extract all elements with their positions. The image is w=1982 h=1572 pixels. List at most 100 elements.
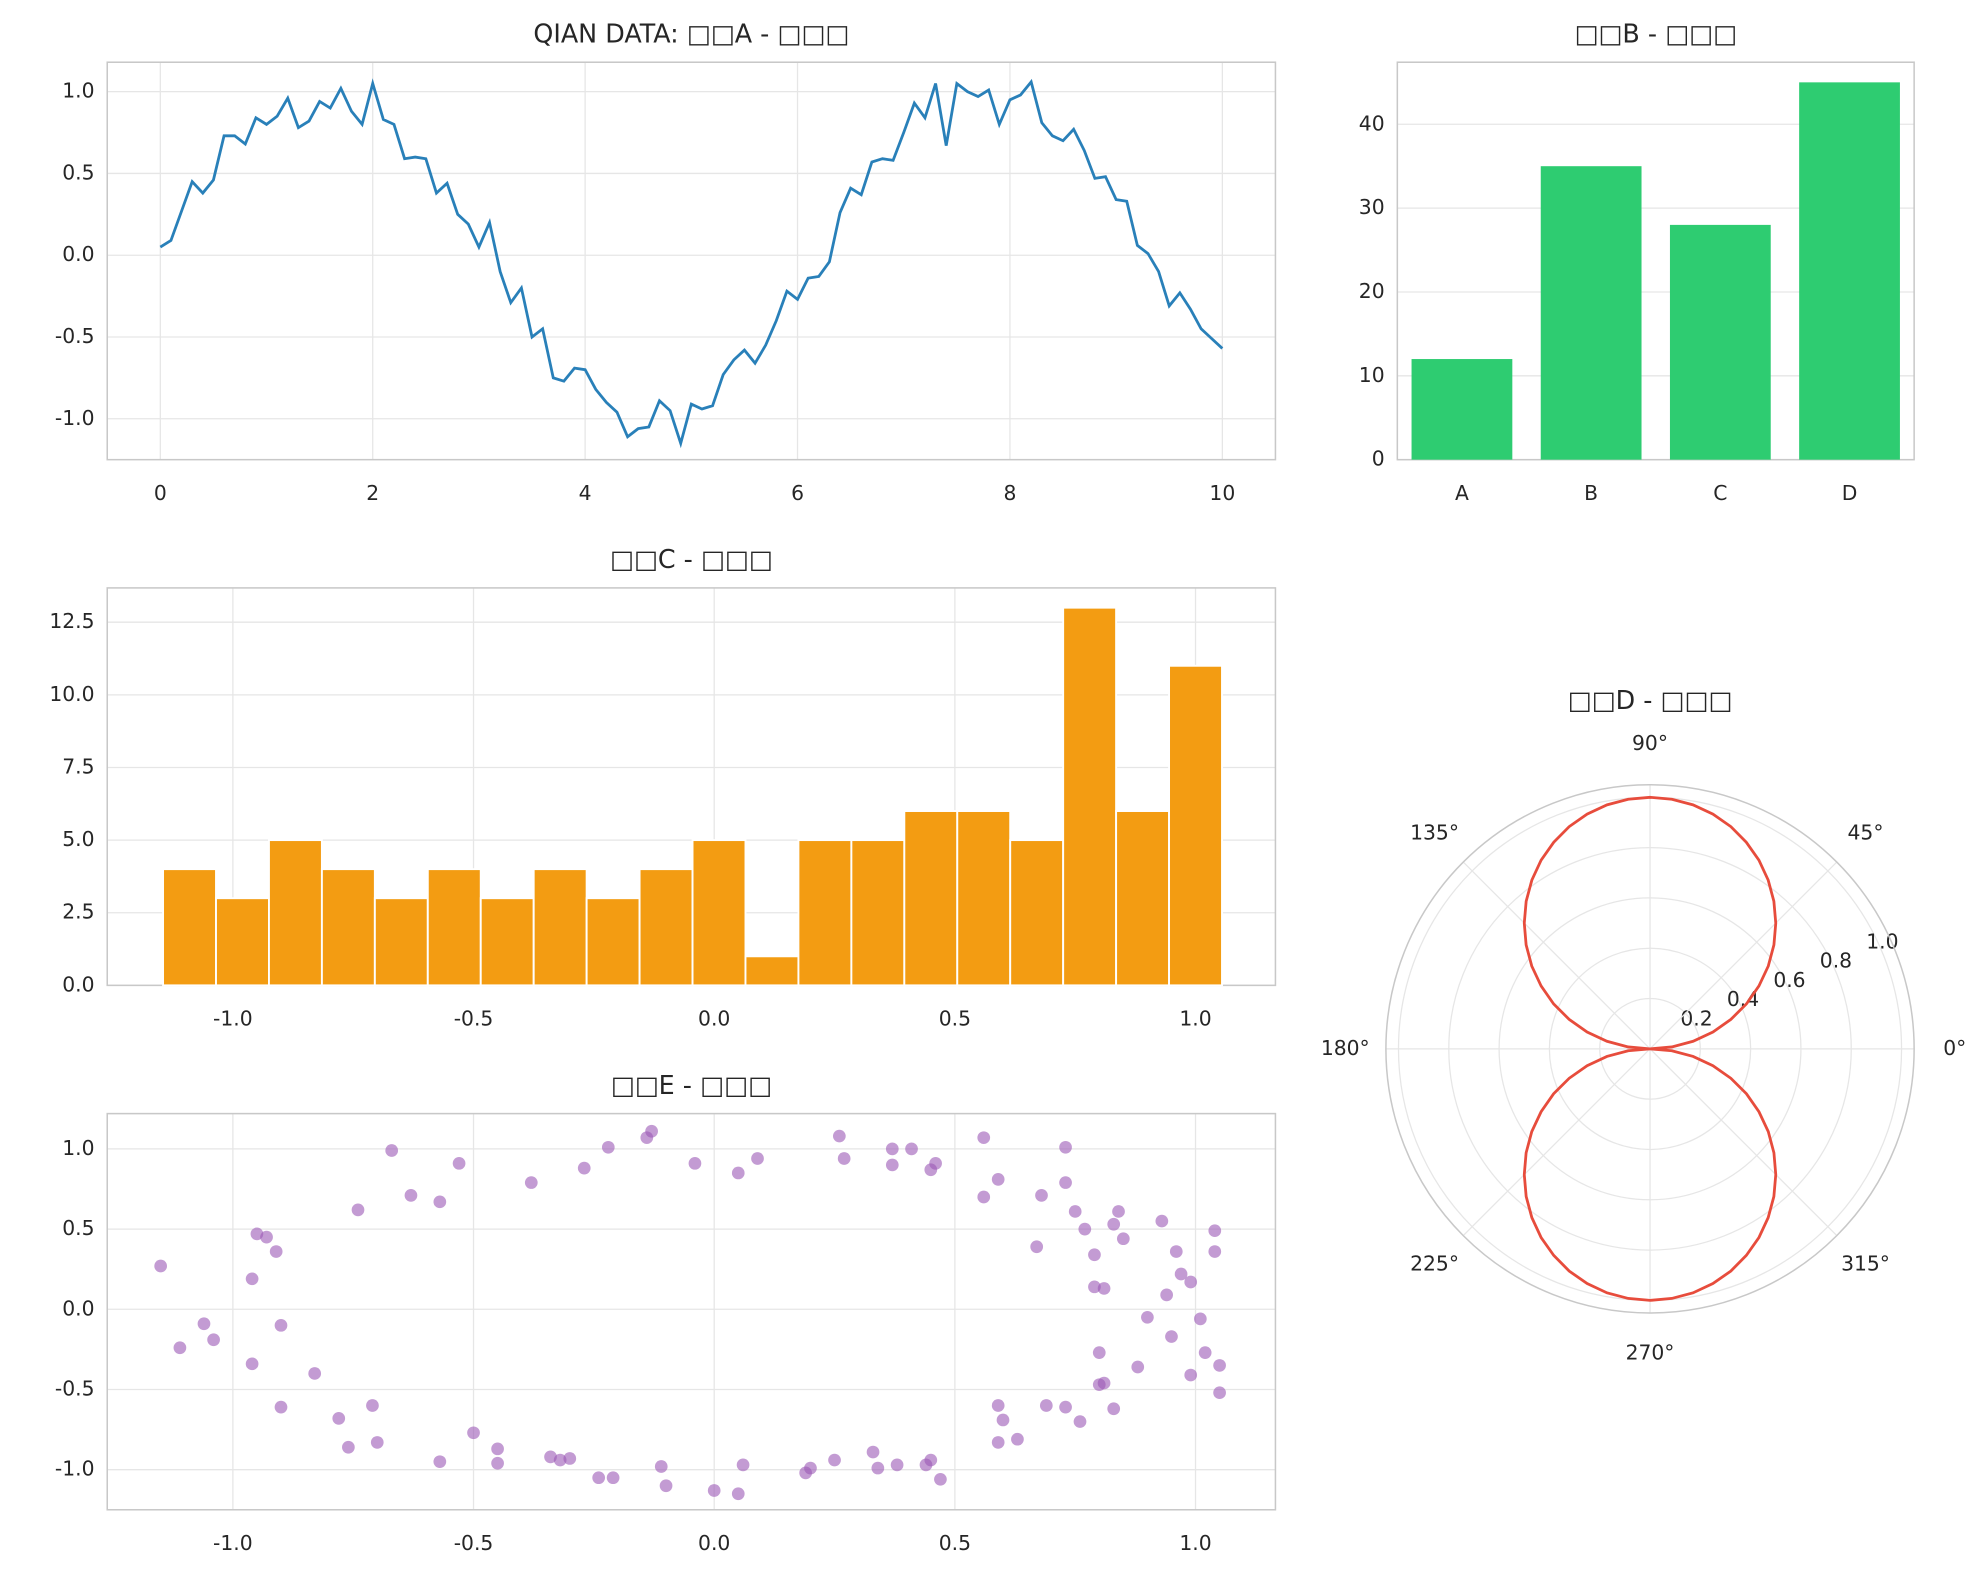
scatter-point [977, 1190, 991, 1204]
x-tick-label: A [1455, 481, 1469, 505]
scatter-point [1131, 1360, 1145, 1374]
scatter-point [1030, 1240, 1044, 1254]
scatter-point [731, 1166, 745, 1180]
scatter-point [1208, 1245, 1222, 1258]
scatter-point [1141, 1310, 1154, 1324]
scatter-point [524, 1176, 538, 1189]
y-tick-label: 2.5 [62, 900, 94, 924]
r-tick-label: 0.8 [1820, 949, 1852, 973]
scatter-point [707, 1484, 721, 1497]
scatter-point [404, 1189, 418, 1202]
x-tick-label: 2 [366, 481, 379, 505]
histogram-bar [268, 839, 323, 987]
y-tick-label: -1.0 [55, 406, 95, 430]
scatter-point [1184, 1275, 1198, 1289]
histogram-bar [1062, 606, 1118, 987]
scatter-point [1068, 1205, 1082, 1218]
y-tick-label: 0.0 [62, 1296, 94, 1320]
theta-tick-label: 45° [1848, 820, 1884, 844]
y-tick-label: 0.0 [62, 972, 94, 996]
histogram-bar [691, 839, 747, 987]
histogram-bar [1115, 810, 1171, 987]
scatter-point [1208, 1224, 1222, 1238]
x-tick-label: 0.5 [939, 1531, 971, 1555]
line-series [159, 78, 1224, 449]
theta-tick-label: 180° [1321, 1036, 1370, 1060]
scatter-point [837, 1152, 851, 1165]
scatter-point [929, 1156, 942, 1170]
scatter-point [934, 1472, 947, 1486]
x-tick-label: 0.0 [698, 1007, 730, 1031]
bar [1540, 166, 1642, 460]
scatter-point [1112, 1205, 1125, 1218]
scatter-point [1213, 1386, 1226, 1400]
chart-title: □□D - □□□ [1568, 685, 1733, 715]
histogram-bar [373, 897, 429, 987]
scatter-point [804, 1461, 817, 1475]
scatter-point [832, 1129, 846, 1143]
histogram-bar [797, 839, 853, 987]
scatter-point [1107, 1402, 1121, 1416]
scatter-point [1092, 1346, 1106, 1359]
scatter-point [1107, 1217, 1121, 1231]
x-tick-label: -1.0 [213, 1007, 253, 1031]
y-tick-label: 1.0 [62, 79, 94, 103]
scatter-point [269, 1245, 283, 1258]
scatter-point [606, 1471, 620, 1485]
scatter-point [1059, 1400, 1072, 1414]
histogram-bar [585, 897, 641, 987]
scatter-point [1088, 1280, 1101, 1294]
axes-frame [106, 1112, 1277, 1511]
scatter-point [250, 1227, 264, 1241]
x-tick-label: -1.0 [213, 1531, 253, 1555]
scatter-point [885, 1142, 899, 1156]
scatter-point [332, 1412, 346, 1425]
scatter-point [736, 1458, 750, 1472]
y-tick-label: 0.5 [62, 1216, 94, 1240]
histogram-bar [638, 868, 694, 987]
histogram-bar [903, 810, 959, 987]
scatter-point [991, 1399, 1005, 1412]
chart-title: □□C - □□□ [610, 544, 773, 574]
scatter-point [1193, 1312, 1207, 1326]
x-tick-label: 1.0 [1179, 1531, 1211, 1555]
scatter-point [491, 1456, 504, 1470]
r-tick-label: 0.6 [1773, 968, 1805, 992]
x-tick-label: 0.0 [698, 1531, 730, 1555]
scatter-point [654, 1460, 668, 1473]
scatter-point [1155, 1214, 1169, 1228]
r-tick-label: 0.2 [1680, 1006, 1712, 1030]
scatter-point [828, 1453, 841, 1467]
scatter-point [659, 1479, 673, 1493]
scatter-point [207, 1333, 220, 1347]
bar [1669, 224, 1771, 460]
x-tick-label: -0.5 [454, 1007, 494, 1031]
axes-frame [106, 61, 1277, 461]
grid-spoke [1649, 1048, 1838, 1237]
theta-tick-label: 135° [1410, 820, 1459, 844]
scatter-point [871, 1461, 885, 1475]
scatter-point [1160, 1288, 1173, 1302]
y-tick-label: 1.0 [62, 1136, 94, 1160]
scatter-point [342, 1440, 355, 1454]
scatter-point [866, 1445, 880, 1459]
scatter-point [924, 1453, 938, 1467]
scatter-point [452, 1156, 466, 1170]
x-tick-label: -0.5 [454, 1531, 494, 1555]
scatter-point [1169, 1245, 1183, 1258]
scatter-point [977, 1131, 991, 1145]
scatter-point [1039, 1399, 1053, 1412]
scatter-point [467, 1426, 480, 1440]
scatter-point [544, 1450, 557, 1464]
scatter-point [553, 1453, 567, 1467]
histogram-bar [162, 868, 217, 987]
y-tick-label: 5.0 [62, 827, 94, 851]
y-tick-label: 10 [1359, 363, 1385, 387]
histogram-bar [850, 839, 906, 987]
chart-title: □□B - □□□ [1574, 19, 1737, 49]
scatter-point [154, 1259, 168, 1273]
grid-spoke [1462, 1048, 1651, 1237]
histogram-bar [479, 897, 535, 987]
x-tick-label: 0.5 [939, 1007, 971, 1031]
